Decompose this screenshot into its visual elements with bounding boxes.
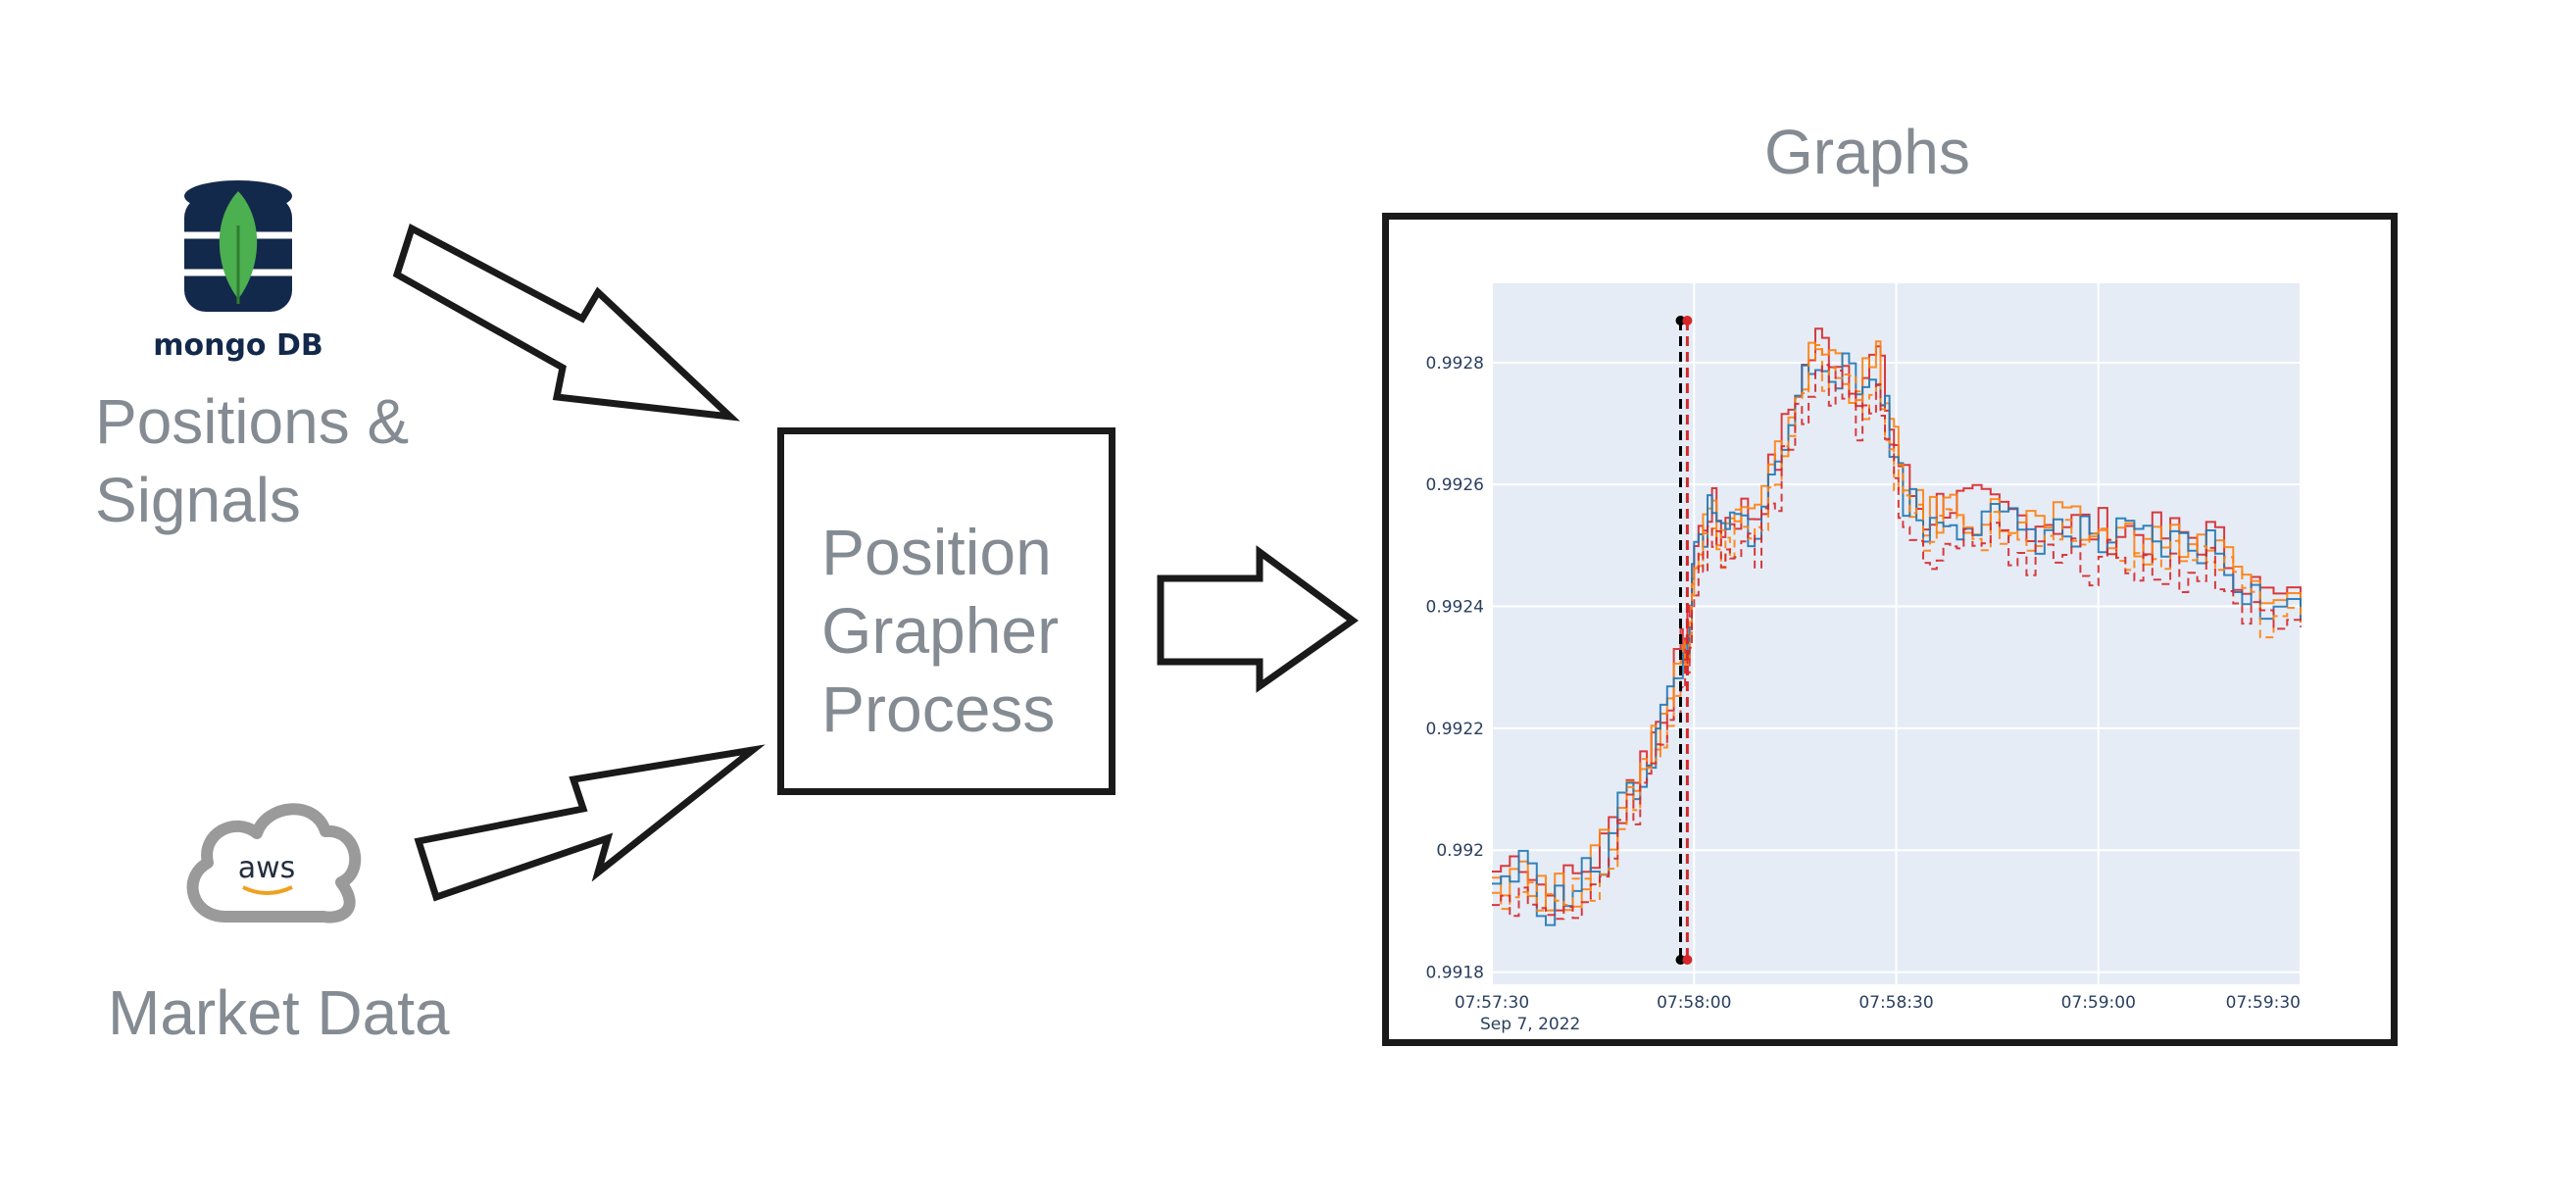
y-tick-label: 0.9922 xyxy=(1426,720,1484,739)
x-tick-label: 07:57:30 xyxy=(1455,993,1529,1013)
cloud-icon xyxy=(186,803,362,923)
graph-frame: 0.9918 0.992 0.9922 0.9924 0.9926 0.9928 07:57… xyxy=(1382,213,2398,1046)
price-chart: 0.9918 0.992 0.9922 0.9924 0.9926 0.9928 07:57… xyxy=(1426,283,2302,1034)
x-tick-label: 07:58:00 xyxy=(1657,993,1731,1013)
vertical-marker-dot xyxy=(1675,316,1686,325)
vertical-marker-dot xyxy=(1675,955,1686,965)
graphs-title: Graphs xyxy=(1764,117,1970,187)
positions-signals-label: Positions & Signals xyxy=(95,386,410,535)
vertical-marker-dot xyxy=(1682,316,1693,325)
vertical-marker-dot xyxy=(1682,955,1693,965)
mongodb-wordmark: mongo DB xyxy=(153,328,323,363)
aws-smile xyxy=(242,885,293,895)
y-tick-label: 0.9926 xyxy=(1426,475,1484,495)
y-tick-label: 0.9924 xyxy=(1426,598,1484,618)
aws-wordmark: aws xyxy=(238,851,296,885)
market-data-label: Market Data xyxy=(108,977,450,1048)
arrow-aws-to-process xyxy=(414,744,766,902)
arrow-process-to-graphs xyxy=(1157,545,1359,693)
y-tick-label: 0.9928 xyxy=(1426,354,1484,374)
x-tick-label: 07:59:30 xyxy=(2226,993,2301,1013)
y-tick-label: 0.9918 xyxy=(1426,964,1484,983)
x-tick-label: 07:59:00 xyxy=(2061,993,2136,1013)
process-label: Position Grapher Process xyxy=(821,516,1060,745)
x-tick-label: 07:58:30 xyxy=(1858,993,1933,1013)
series-line xyxy=(1492,352,2302,926)
x-tick-sublabel: Sep 7, 2022 xyxy=(1480,1015,1580,1034)
y-tick-label: 0.992 xyxy=(1436,841,1484,861)
position-grapher-process-box: Position Grapher Process xyxy=(777,427,1115,795)
series-line xyxy=(1492,364,2302,921)
database-leaf-icon xyxy=(184,180,292,312)
